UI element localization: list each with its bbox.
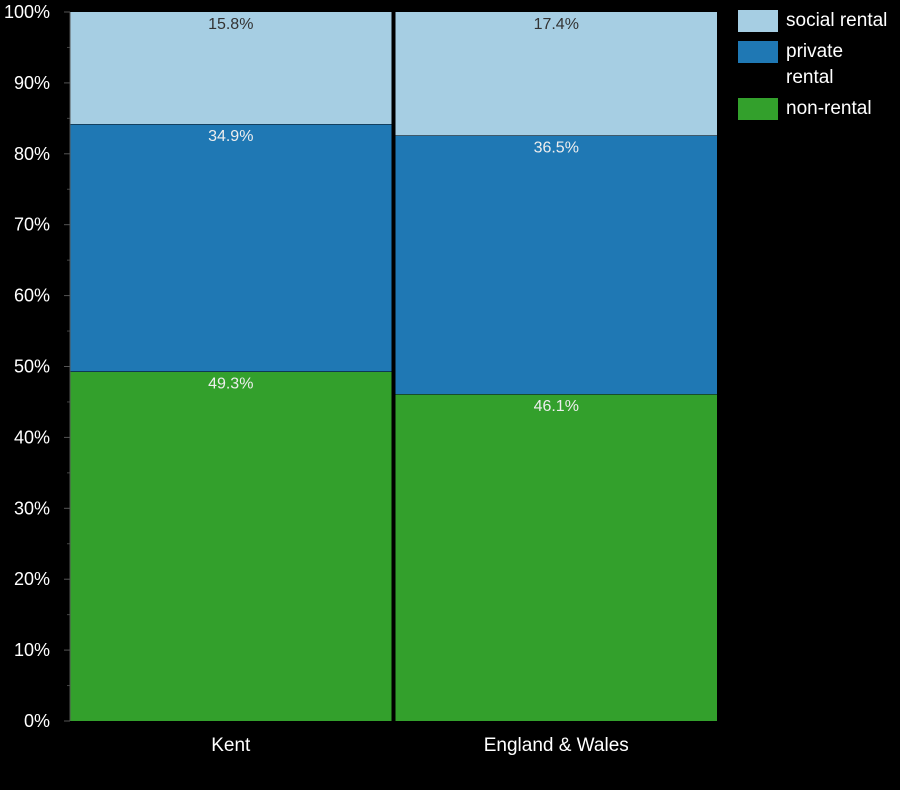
data-label-private-rental-kent: 34.9% xyxy=(208,128,253,145)
data-label-social-rental-kent: 15.8% xyxy=(208,16,253,33)
y-tick-label-7: 70% xyxy=(14,215,50,235)
y-tick-label-2: 20% xyxy=(14,569,50,589)
y-tick-label-3: 30% xyxy=(14,498,50,518)
legend-item-private-rental: private rental xyxy=(738,41,898,91)
x-tick-label-kent: Kent xyxy=(211,735,251,756)
y-tick-label-6: 60% xyxy=(14,286,50,306)
data-label-non-rental-england-wales: 46.1% xyxy=(534,398,579,415)
bar-private-rental-kent xyxy=(70,124,392,372)
bar-non-rental-kent xyxy=(70,371,392,721)
y-tick-label-1: 10% xyxy=(14,640,50,660)
data-label-social-rental-england-wales: 17.4% xyxy=(534,16,579,33)
legend-swatch-private-rental xyxy=(738,41,778,63)
bar-non-rental-england-wales xyxy=(395,394,717,721)
bar-social-rental-england-wales xyxy=(395,12,717,136)
legend-label-private-rental: private rental xyxy=(786,41,844,88)
legend-item-social-rental: social rental xyxy=(738,10,898,34)
y-tick-label-0: 0% xyxy=(24,711,50,731)
data-label-private-rental-england-wales: 36.5% xyxy=(534,139,579,156)
data-label-non-rental-kent: 49.3% xyxy=(208,375,253,392)
legend-swatch-non-rental xyxy=(738,98,778,120)
legend-label-social-rental: social rental xyxy=(786,10,888,31)
y-tick-label-4: 40% xyxy=(14,427,50,447)
y-tick-label-5: 50% xyxy=(14,357,50,377)
legend-swatch-social-rental xyxy=(738,10,778,32)
y-tick-label-9: 90% xyxy=(14,73,50,93)
x-tick-label-england-wales: England & Wales xyxy=(484,735,629,756)
bar-private-rental-england-wales xyxy=(395,135,717,395)
legend-label-non-rental: non-rental xyxy=(786,98,872,119)
y-tick-label-8: 80% xyxy=(14,144,50,164)
bar-social-rental-kent xyxy=(70,12,392,125)
y-tick-label-10: 100% xyxy=(4,2,50,22)
legend: social rental private rental non-rental xyxy=(738,10,898,129)
legend-item-non-rental: non-rental xyxy=(738,98,898,122)
